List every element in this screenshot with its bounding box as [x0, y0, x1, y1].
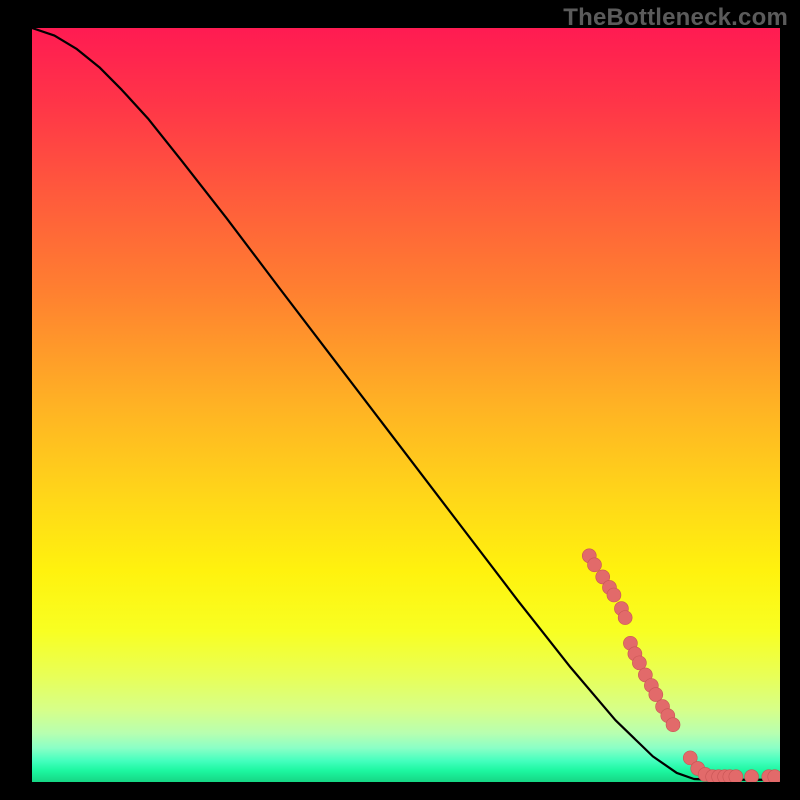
- marker-point: [768, 770, 780, 782]
- marker-point: [588, 558, 602, 572]
- marker-point: [666, 718, 680, 732]
- marker-point: [745, 770, 759, 782]
- marker-point: [649, 688, 663, 702]
- plot-background: [32, 28, 780, 782]
- plot-svg: [32, 28, 780, 782]
- chart-frame: TheBottleneck.com: [0, 0, 800, 800]
- marker-point: [607, 588, 621, 602]
- marker-point: [729, 770, 743, 782]
- marker-point: [618, 611, 632, 625]
